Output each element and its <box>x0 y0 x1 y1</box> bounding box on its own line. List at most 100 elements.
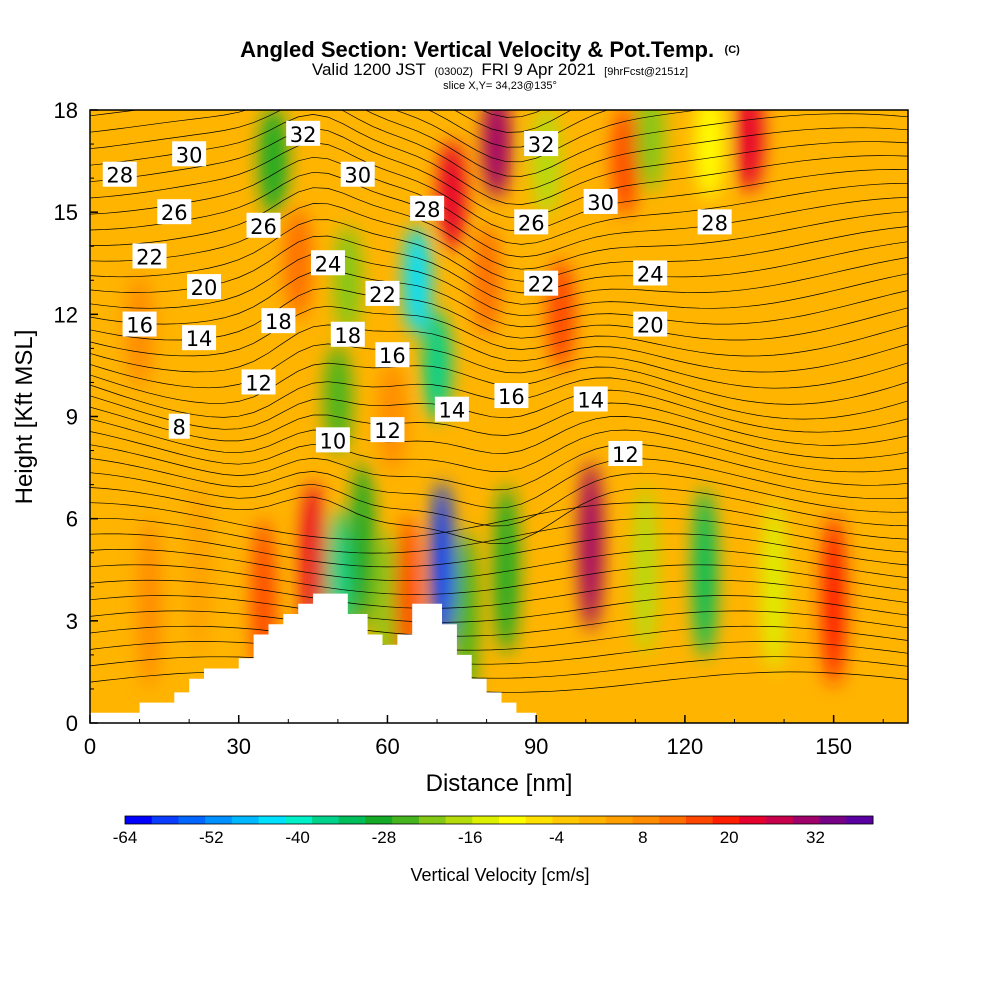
contour-label-text: 12 <box>374 419 401 443</box>
colorbar: -64 -52 -40 -28 -16 -4 8 20 32 <box>113 815 874 847</box>
theta-contour-label: 28 <box>697 209 732 235</box>
theta-contour-line <box>90 269 908 328</box>
velocity-cell <box>735 110 764 193</box>
contour-label-text: 28 <box>106 164 133 188</box>
theta-contour-label: 30 <box>172 141 207 167</box>
contour-label-text: 28 <box>701 211 728 235</box>
colorbar-swatch <box>579 816 607 824</box>
theta-contour-line <box>453 110 572 133</box>
contour-label-box <box>132 243 167 269</box>
contour-label-box <box>310 250 345 276</box>
colorbar-swatch <box>605 816 634 824</box>
colorbar-frame <box>124 815 874 825</box>
colorbar-swatch <box>312 816 340 824</box>
theta-contour-line <box>90 110 908 192</box>
contour-label-text: 14 <box>577 388 604 412</box>
theta-contour-line <box>480 110 542 118</box>
theta-contour-line <box>90 533 908 568</box>
contour-label-box <box>168 413 190 439</box>
colorbar-tick-label: -28 <box>372 828 397 847</box>
x-tick-label: 30 <box>226 734 250 759</box>
theta-contour-label: 28 <box>410 195 445 222</box>
contour-label-box <box>182 325 217 351</box>
colorbar-swatch <box>686 816 714 824</box>
theta-contour-label: 18 <box>261 308 296 334</box>
contour-label-text: 22 <box>369 283 396 307</box>
contour-label-text: 30 <box>587 191 614 215</box>
theta-contour-label: 14 <box>573 386 608 412</box>
plot-area: 30 28 32 30 26 26 28 32 30 26 28 22 20 24 22 22 24 20 16 14… <box>90 110 908 723</box>
contour-label-box <box>330 321 365 347</box>
x-axis: 0 30 60 90 120 150 <box>84 715 884 759</box>
contour-label-text: 24 <box>315 252 342 276</box>
colorbar-swatch <box>739 816 767 824</box>
colorbar-tick-label: 20 <box>720 828 739 847</box>
contour-label-text: 22 <box>528 273 555 297</box>
colorbar-swatch <box>632 816 660 824</box>
theta-contour-line <box>90 641 908 665</box>
velocity-cell <box>333 225 362 336</box>
contour-label-box <box>122 311 157 337</box>
theta-contour-line <box>90 305 908 357</box>
y-tick-label: 9 <box>66 405 78 430</box>
theta-contour-line <box>90 235 908 305</box>
theta-contour-line <box>90 502 908 540</box>
chart-title: Angled Section: Vertical Velocity & Pot.… <box>240 37 740 62</box>
theta-contour-line <box>90 402 908 446</box>
contour-label-box <box>172 141 207 167</box>
theta-contour-line <box>90 416 908 459</box>
contour-label-text: 16 <box>126 314 153 338</box>
colorbar-swatch <box>499 816 527 824</box>
x-tick-label: 150 <box>815 734 852 759</box>
theta-contour-line <box>90 564 908 595</box>
contour-label-box <box>524 131 559 157</box>
theta-contour-label: 26 <box>514 209 549 235</box>
theta-contour-label: 12 <box>608 440 643 467</box>
colorbar-swatch <box>552 816 580 824</box>
contour-label-box <box>573 386 608 412</box>
contour-label-text: 30 <box>176 143 203 167</box>
theta-contour-line <box>90 156 908 245</box>
theta-contour-label: 10 <box>315 427 350 453</box>
theta-contour-label: 30 <box>340 161 375 188</box>
y-tick-label: 0 <box>66 711 78 736</box>
contour-label-text: 8 <box>173 416 186 440</box>
velocity-cell <box>532 110 561 217</box>
contour-label-box <box>608 440 643 466</box>
contour-label-text: 26 <box>161 201 188 225</box>
contour-label-text: 26 <box>518 211 545 235</box>
contour-labels: 30 28 32 30 26 26 28 32 30 26 28 22 20 24 22 22 24 20 16 14… <box>102 120 732 467</box>
theta-contour-label: 32 <box>524 131 559 157</box>
contour-label-text: 18 <box>334 324 361 348</box>
velocity-cell <box>472 225 501 336</box>
contour-label-text: 32 <box>290 123 317 147</box>
contour-label-text: 18 <box>265 310 292 334</box>
colorbar-swatch <box>525 816 553 824</box>
contour-label-box <box>246 212 281 238</box>
colorbar-swatch <box>792 816 821 824</box>
colorbar-swatch <box>819 816 847 824</box>
theta-contour-label: 12 <box>370 417 405 443</box>
contour-label-text: 32 <box>528 133 555 157</box>
colorbar-swatch <box>659 816 687 824</box>
colorbar-title: Vertical Velocity [cm/s] <box>410 865 589 885</box>
contour-label-box <box>375 342 410 368</box>
contour-label-box <box>410 195 445 221</box>
contour-label-text: 12 <box>612 443 639 467</box>
theta-contour-label: 22 <box>132 243 167 269</box>
colorbar-tick-label: -52 <box>199 828 224 847</box>
colorbar-swatch <box>205 816 233 824</box>
contour-label-box <box>365 280 400 306</box>
theta-contour-line <box>90 219 908 294</box>
theta-contour-line <box>90 114 908 205</box>
colorbar-swatch <box>151 816 179 824</box>
y-tick-label: 6 <box>66 507 78 532</box>
theta-contour-line <box>90 487 908 545</box>
contour-label-box <box>340 161 375 187</box>
velocity-cell <box>636 110 665 193</box>
colorbar-swatch <box>846 816 874 824</box>
theta-contour-label: 30 <box>583 188 618 215</box>
theta-contour-label: 24 <box>633 260 668 286</box>
velocity-cell <box>482 110 511 200</box>
theta-contour-label: 20 <box>633 311 668 338</box>
